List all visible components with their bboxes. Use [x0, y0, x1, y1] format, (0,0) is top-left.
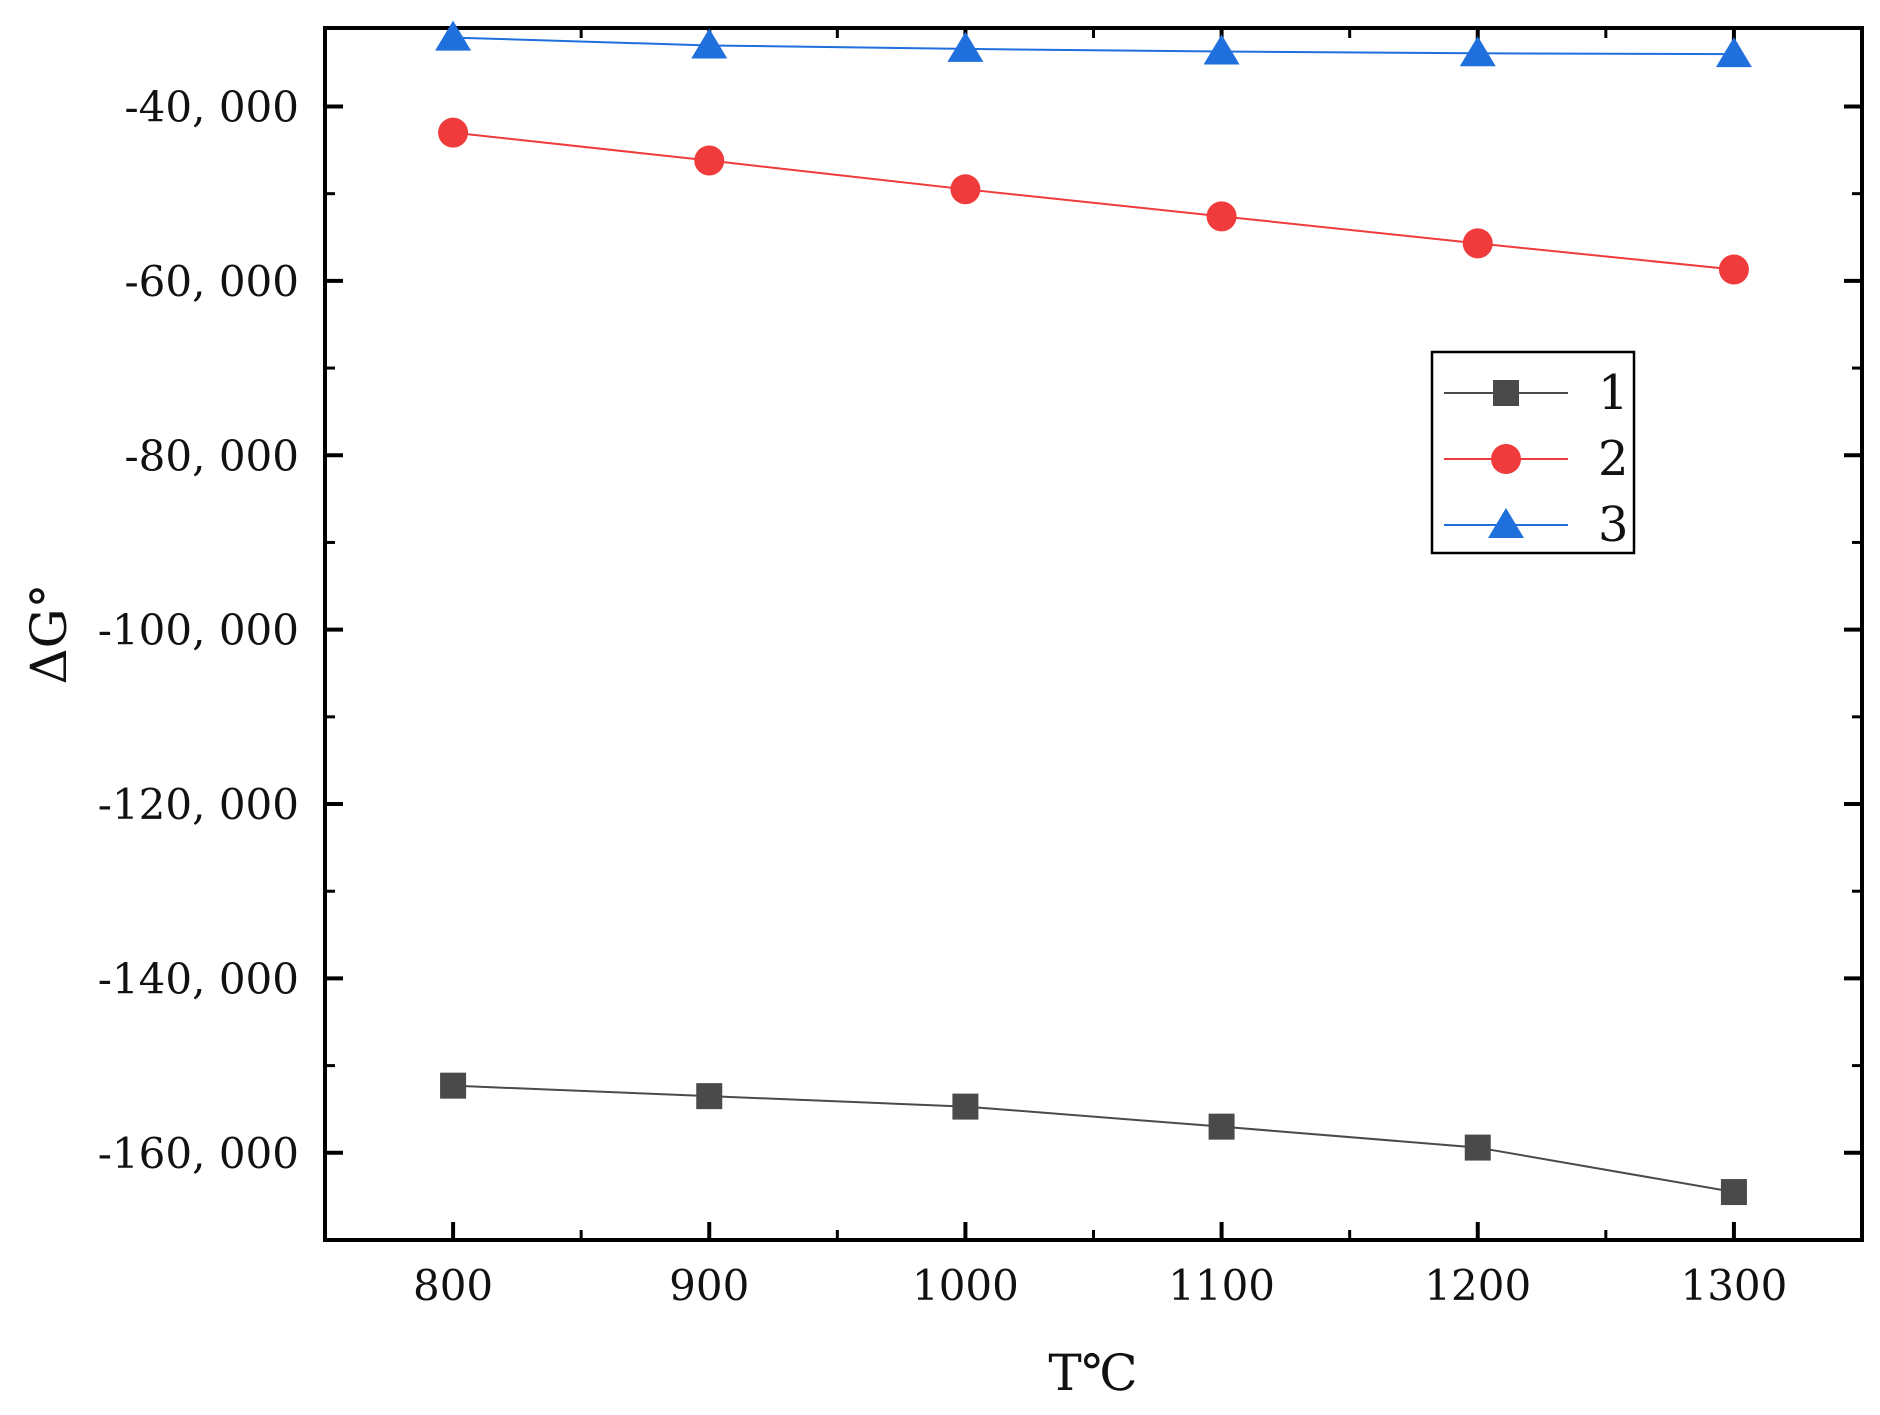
data-point — [952, 1093, 979, 1120]
y-tick-label: -60, 000 — [124, 257, 299, 306]
y-tick-label: -100, 000 — [98, 606, 299, 655]
legend-label: 1 — [1598, 365, 1629, 421]
x-tick-label: 1100 — [1168, 1261, 1275, 1310]
data-point — [694, 145, 725, 176]
y-tick-label: -140, 000 — [98, 954, 299, 1003]
data-point — [950, 174, 981, 205]
y-tick-label: -120, 000 — [98, 780, 299, 829]
series-3 — [435, 20, 1752, 68]
series-line — [452, 131, 1735, 271]
y-tick-label: -160, 000 — [98, 1129, 299, 1178]
x-tick-label: 800 — [413, 1261, 493, 1310]
data-point — [696, 1083, 723, 1110]
data-point — [438, 117, 469, 148]
x-axis-title: T℃ — [1048, 1344, 1137, 1402]
legend-item-2: 2 — [1444, 431, 1629, 487]
y-tick-label: -40, 000 — [124, 82, 299, 131]
series-2 — [438, 117, 1749, 285]
legend-box — [1430, 350, 1636, 555]
data-point — [1720, 1179, 1747, 1206]
x-tick-label: 900 — [669, 1261, 749, 1310]
x-tick-label: 1200 — [1424, 1261, 1531, 1310]
data-point — [440, 1072, 467, 1099]
y-axis-title: ΔG° — [20, 583, 78, 684]
legend-item-3: 3 — [1444, 497, 1629, 553]
x-tick-label: 1300 — [1680, 1261, 1787, 1310]
y-axis-ticks: -40, 000 -60, 000 -80, 000 -100, 000 -120, 0… — [98, 82, 1862, 1242]
x-tick-label: 1000 — [912, 1261, 1019, 1310]
data-point — [947, 31, 984, 62]
data-point — [1718, 254, 1749, 285]
series-layer — [435, 20, 1752, 1206]
series-line — [453, 1084, 1735, 1194]
data-point — [691, 28, 728, 59]
legend-label: 3 — [1598, 497, 1629, 553]
legend: 1 2 3 — [1430, 350, 1636, 555]
data-point — [1203, 34, 1240, 65]
legend-label: 2 — [1598, 431, 1629, 487]
plot-frame — [323, 26, 1864, 1242]
x-axis-ticks: 800 900 1000 1100 1200 1300 — [413, 28, 1787, 1310]
data-point — [1462, 228, 1493, 259]
series-line — [453, 36, 1734, 56]
data-point — [1206, 201, 1237, 232]
legend-marker — [1493, 380, 1519, 406]
legend-marker — [1491, 444, 1521, 474]
data-point — [435, 20, 472, 51]
data-point — [1464, 1134, 1491, 1161]
legend-item-1: 1 — [1444, 365, 1629, 421]
y-tick-label: -80, 000 — [124, 431, 299, 480]
legend-marker — [1488, 508, 1524, 538]
series-1 — [440, 1072, 1747, 1206]
data-point — [1715, 37, 1752, 68]
data-point — [1459, 36, 1496, 67]
data-point — [1208, 1113, 1235, 1140]
